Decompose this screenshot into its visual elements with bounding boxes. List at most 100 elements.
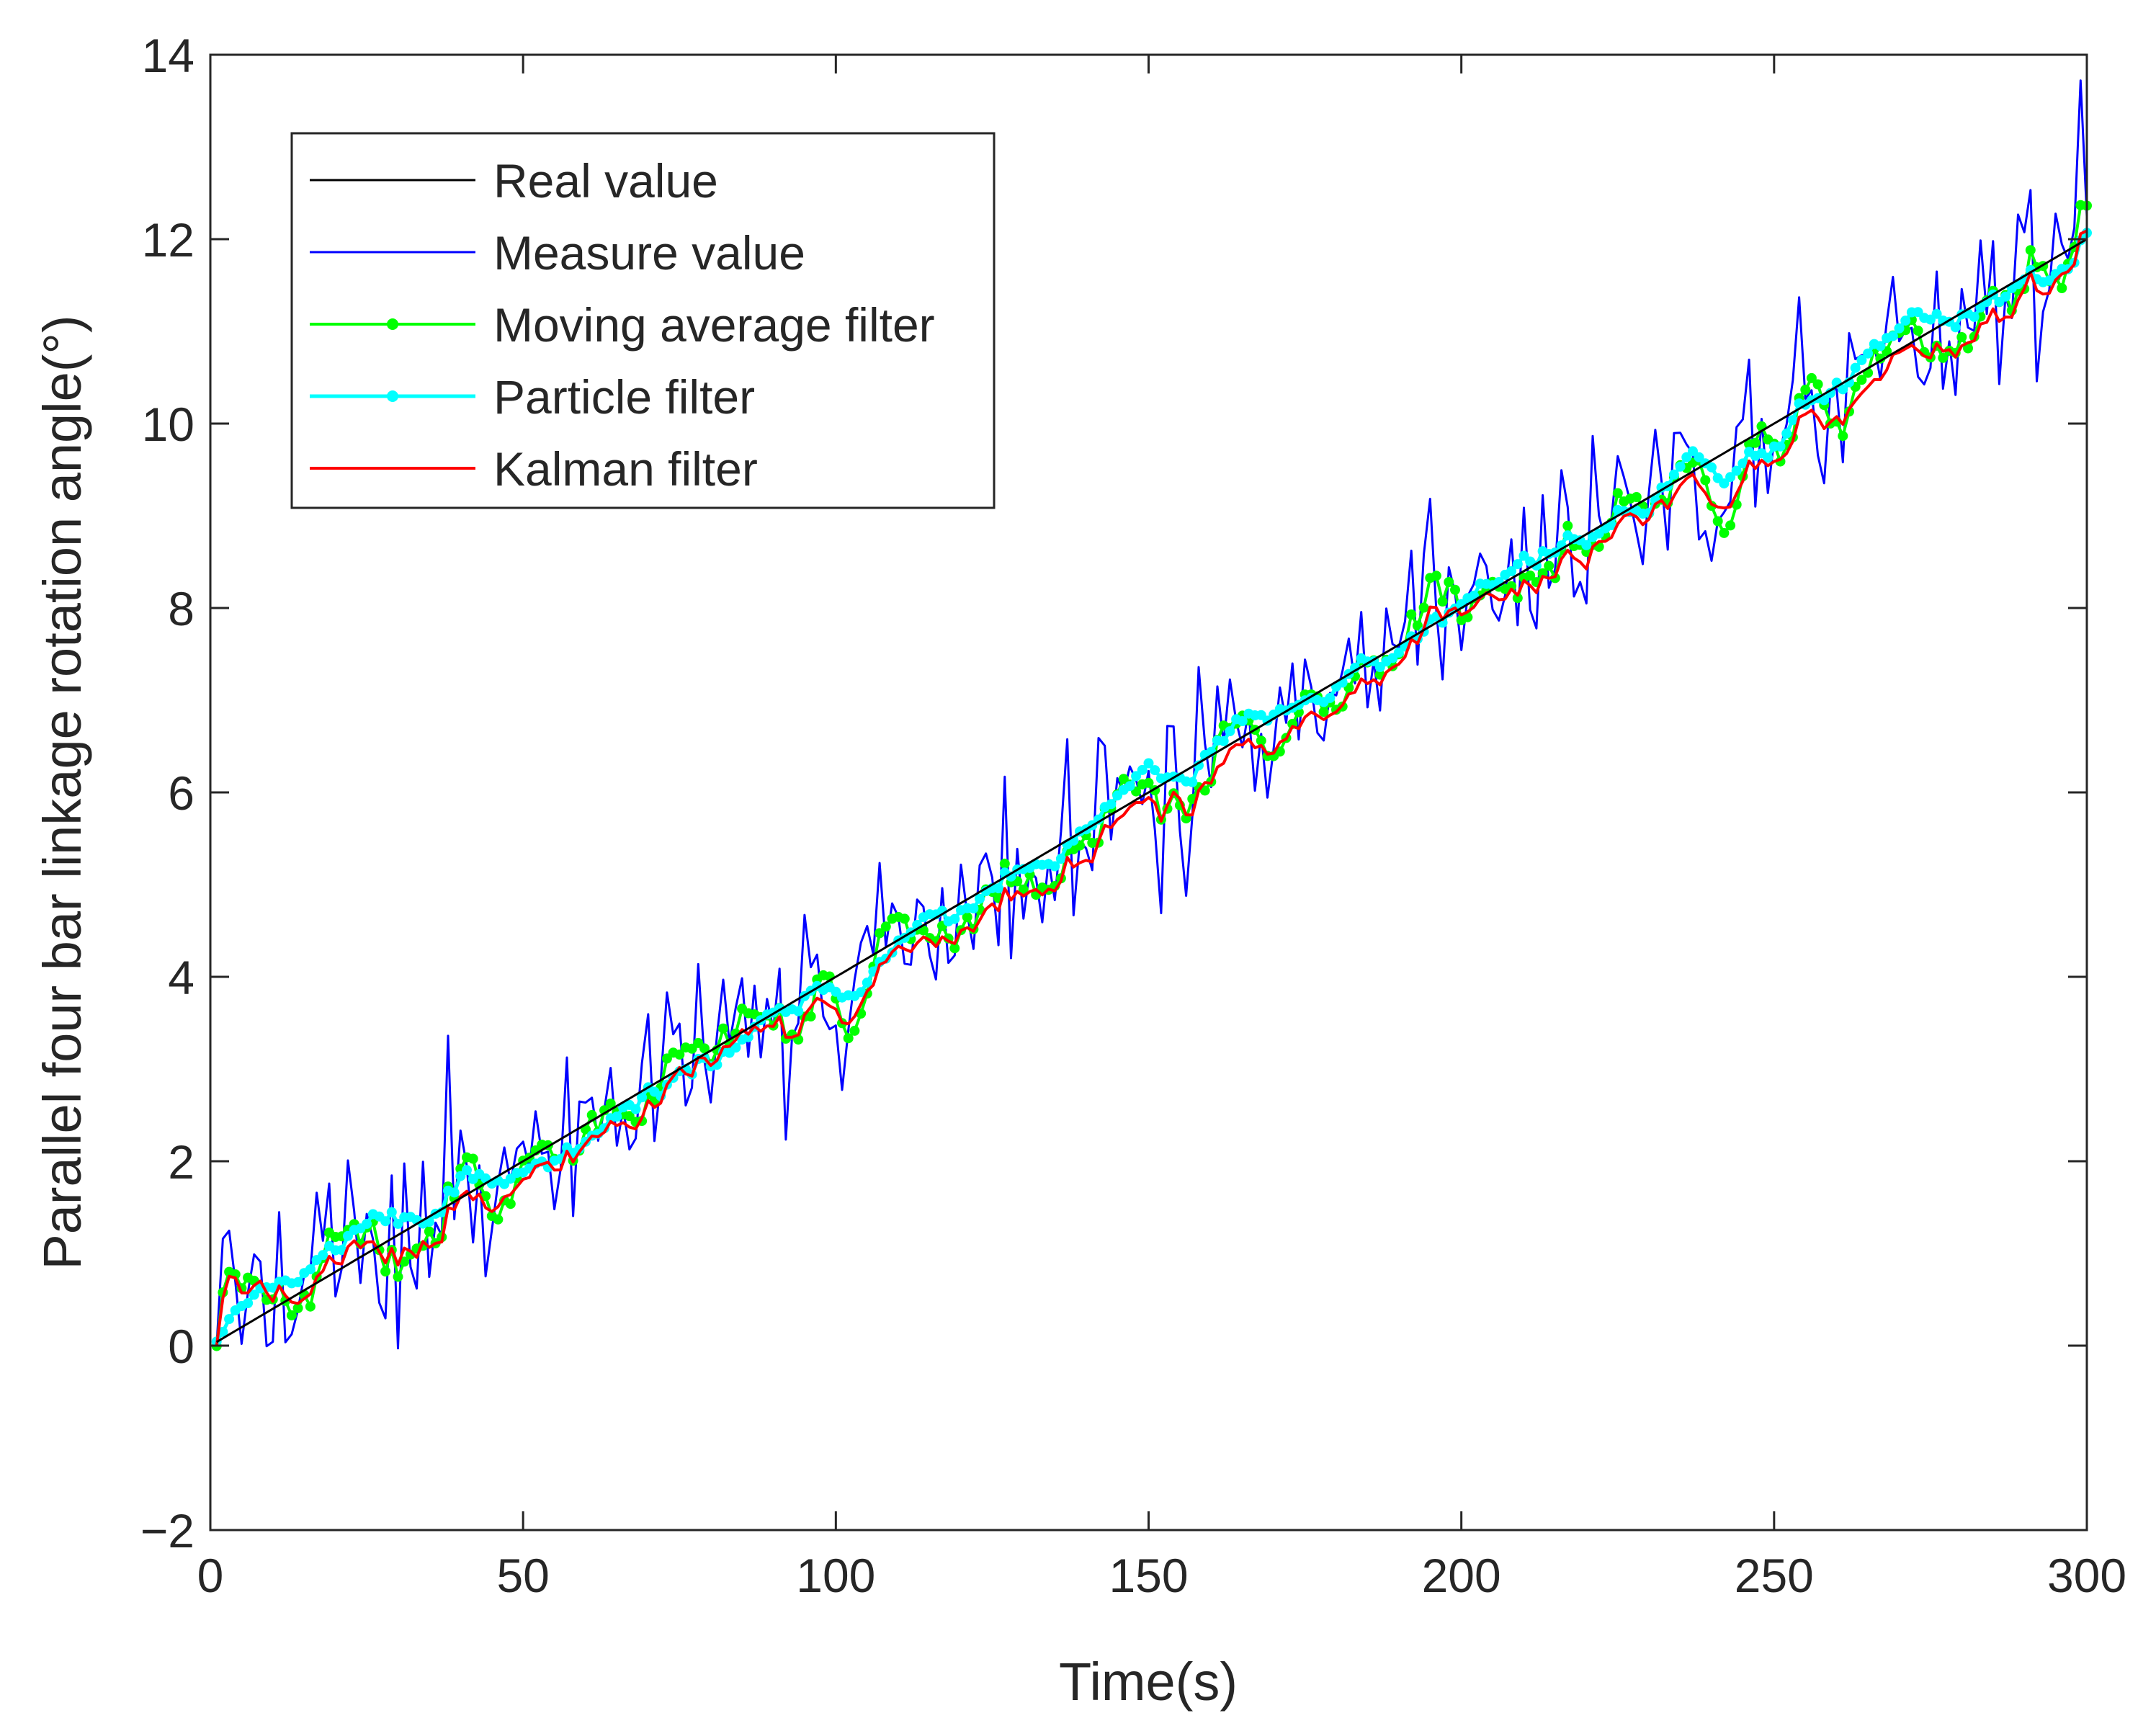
data-point-moving-average: [2025, 245, 2036, 256]
data-point-particle: [1225, 726, 1235, 737]
data-point-particle: [343, 1230, 353, 1241]
data-point-particle: [1187, 777, 1198, 787]
data-point-moving-average: [1562, 520, 1573, 531]
data-point-moving-average: [1963, 343, 1973, 354]
data-point-moving-average: [1406, 609, 1417, 620]
data-point-moving-average: [505, 1199, 516, 1209]
data-point-moving-average: [1412, 620, 1423, 631]
data-point-particle: [1393, 647, 1404, 658]
data-point-moving-average: [718, 1023, 728, 1034]
data-point-particle: [1325, 692, 1336, 703]
data-point-moving-average: [1444, 577, 1454, 587]
data-point-particle: [393, 1218, 403, 1229]
data-point-moving-average: [1512, 593, 1523, 604]
data-point-moving-average: [1462, 612, 1473, 622]
data-point-particle: [637, 1092, 648, 1103]
data-point-moving-average: [586, 1109, 597, 1120]
data-point-moving-average: [1750, 437, 1761, 448]
data-point-moving-average: [305, 1301, 316, 1312]
data-point-moving-average: [1812, 379, 1823, 390]
x-tick-label: 200: [1422, 1549, 1501, 1602]
data-point-moving-average: [1256, 735, 1266, 746]
data-point-particle: [793, 1006, 804, 1016]
data-point-moving-average: [899, 913, 910, 924]
y-tick-label: 14: [142, 29, 194, 82]
data-point-particle: [968, 903, 979, 913]
y-axis-label: Parallel four bar linkage rotation angle…: [32, 315, 92, 1269]
data-point-moving-average: [1719, 527, 1730, 538]
data-point-particle: [1688, 446, 1698, 457]
data-point-moving-average: [999, 858, 1010, 869]
x-tick-label: 250: [1735, 1549, 1814, 1602]
legend-box: [290, 132, 996, 509]
data-point-moving-average: [493, 1214, 504, 1225]
data-point-particle: [1106, 799, 1117, 810]
data-point-moving-average: [286, 1310, 297, 1320]
data-point-moving-average: [1018, 884, 1029, 895]
data-point-particle: [1681, 452, 1692, 462]
data-point-moving-average: [1800, 385, 1811, 395]
data-point-moving-average: [1806, 372, 1817, 383]
data-point-moving-average: [380, 1266, 391, 1276]
data-point-particle: [1950, 322, 1961, 333]
data-point-particle: [2000, 291, 2011, 302]
data-point-moving-average: [399, 1256, 410, 1267]
legend-label-measure-value: Measure value: [493, 226, 805, 280]
data-point-particle: [1218, 735, 1229, 746]
data-point-moving-average: [1199, 785, 1210, 796]
y-tick-label: 4: [168, 951, 194, 1004]
data-point-moving-average: [843, 1033, 854, 1044]
data-point-particle: [1707, 462, 1717, 473]
data-point-particle: [1931, 308, 1942, 319]
series-layer: [211, 79, 2092, 1351]
x-tick-label: 0: [197, 1549, 224, 1602]
data-point-particle: [1850, 362, 1861, 373]
data-point-moving-average: [480, 1191, 491, 1202]
data-point-moving-average: [1712, 516, 1723, 527]
data-point-moving-average: [1838, 431, 1848, 442]
data-point-particle: [1237, 716, 1248, 726]
data-point-moving-average: [1631, 492, 1642, 502]
series-line-real: [215, 238, 2088, 1343]
data-point-particle: [1668, 469, 1679, 480]
data-point-particle: [1838, 384, 1848, 395]
y-tick-label: 12: [142, 213, 194, 267]
data-point-moving-average: [292, 1302, 303, 1313]
data-point-moving-average: [1506, 581, 1517, 591]
data-point-particle: [362, 1219, 372, 1229]
data-point-particle: [249, 1289, 259, 1300]
y-tick-label: 10: [142, 398, 194, 451]
data-point-particle: [730, 1042, 741, 1053]
data-point-moving-average: [1544, 560, 1555, 571]
data-point-particle: [1900, 316, 1911, 326]
data-point-moving-average: [849, 1025, 860, 1036]
data-point-moving-average: [424, 1226, 434, 1237]
data-point-moving-average: [1431, 571, 1441, 581]
data-point-particle: [1606, 520, 1617, 530]
data-point-particle: [1863, 348, 1874, 359]
data-point-particle: [1819, 395, 1830, 406]
data-point-particle: [292, 1276, 303, 1287]
data-point-moving-average: [1525, 571, 1536, 581]
data-point-particle: [1825, 388, 1835, 398]
x-tick-label: 100: [796, 1549, 875, 1602]
data-point-particle: [1775, 441, 1786, 452]
data-point-moving-average: [468, 1153, 478, 1164]
data-point-particle: [612, 1112, 622, 1122]
data-point-moving-average: [1913, 326, 1923, 336]
data-point-particle: [1055, 854, 1066, 864]
y-tick-label: 2: [168, 1135, 194, 1189]
data-point-moving-average: [1418, 602, 1429, 613]
data-point-moving-average: [1318, 707, 1329, 717]
y-tick-label: 6: [168, 766, 194, 820]
data-point-particle: [1124, 781, 1135, 792]
x-tick-label: 50: [496, 1549, 549, 1602]
y-tick-label: 0: [168, 1320, 194, 1373]
series-line-kalman: [215, 229, 2088, 1346]
data-point-particle: [949, 913, 960, 924]
data-point-particle: [218, 1326, 228, 1337]
legend-marker-moving-average-filter: [387, 318, 398, 330]
data-point-particle: [1731, 465, 1742, 476]
